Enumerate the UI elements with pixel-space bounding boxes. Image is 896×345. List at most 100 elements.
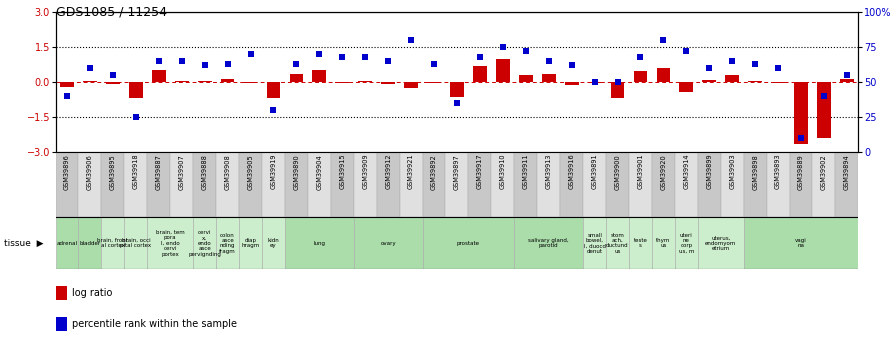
Text: percentile rank within the sample: percentile rank within the sample bbox=[72, 319, 237, 329]
Bar bbox=[147, 217, 194, 269]
Text: GSM39912: GSM39912 bbox=[385, 154, 392, 189]
Bar bbox=[239, 152, 262, 217]
Bar bbox=[698, 152, 720, 217]
Text: GSM39908: GSM39908 bbox=[225, 154, 230, 189]
Bar bbox=[106, 82, 120, 84]
Bar bbox=[125, 152, 147, 217]
Bar bbox=[198, 81, 211, 82]
Text: uterus,
endomyom
etrium: uterus, endomyom etrium bbox=[705, 235, 737, 251]
Text: GSM39890: GSM39890 bbox=[293, 154, 299, 189]
Text: bladder: bladder bbox=[80, 241, 100, 246]
Point bbox=[335, 54, 349, 60]
Bar bbox=[175, 81, 188, 82]
Point bbox=[244, 51, 258, 57]
Point bbox=[426, 61, 441, 67]
Text: brain, tem
pora
l, endo
cervi
portex: brain, tem pora l, endo cervi portex bbox=[156, 230, 185, 257]
Text: GSM39889: GSM39889 bbox=[798, 154, 804, 189]
Bar bbox=[194, 217, 216, 269]
Text: kidn
ey: kidn ey bbox=[268, 238, 280, 248]
Bar bbox=[285, 217, 354, 269]
Bar bbox=[473, 66, 487, 82]
Text: brain, front
al cortex: brain, front al cortex bbox=[98, 238, 128, 248]
Point bbox=[725, 58, 739, 64]
Text: GSM39902: GSM39902 bbox=[821, 154, 827, 189]
Bar bbox=[445, 152, 469, 217]
Bar bbox=[404, 82, 418, 88]
Bar bbox=[220, 79, 235, 82]
Bar bbox=[170, 152, 194, 217]
Text: GSM39919: GSM39919 bbox=[271, 154, 277, 189]
Text: GSM39903: GSM39903 bbox=[729, 154, 736, 189]
Text: GSM39899: GSM39899 bbox=[706, 154, 712, 189]
Point bbox=[450, 100, 464, 106]
Point bbox=[60, 93, 74, 99]
Bar bbox=[726, 75, 739, 82]
Point bbox=[633, 54, 648, 60]
Text: tissue  ▶: tissue ▶ bbox=[4, 239, 44, 248]
Bar bbox=[285, 152, 308, 217]
Point bbox=[495, 44, 510, 50]
Text: GSM39897: GSM39897 bbox=[454, 154, 460, 189]
Bar bbox=[606, 152, 629, 217]
Text: GSM39918: GSM39918 bbox=[133, 154, 139, 189]
Bar bbox=[244, 82, 257, 83]
Point bbox=[358, 54, 373, 60]
Bar bbox=[491, 152, 514, 217]
Text: thym
us: thym us bbox=[656, 238, 670, 248]
Text: GSM39895: GSM39895 bbox=[110, 154, 116, 189]
Bar bbox=[423, 152, 445, 217]
Point bbox=[381, 58, 395, 64]
Point bbox=[106, 72, 120, 78]
Text: adrenal: adrenal bbox=[56, 241, 78, 246]
Bar bbox=[767, 152, 789, 217]
Text: lung: lung bbox=[314, 241, 325, 246]
Bar bbox=[313, 70, 326, 82]
Point bbox=[541, 58, 556, 64]
Text: GDS1085 / 11254: GDS1085 / 11254 bbox=[56, 5, 167, 18]
Bar bbox=[514, 152, 538, 217]
Text: GSM39913: GSM39913 bbox=[546, 154, 552, 189]
Bar bbox=[817, 82, 831, 138]
Text: GSM39888: GSM39888 bbox=[202, 154, 208, 190]
Text: diap
hragm: diap hragm bbox=[241, 238, 260, 248]
Bar bbox=[588, 82, 601, 83]
Bar bbox=[129, 82, 142, 98]
Bar bbox=[239, 217, 262, 269]
Text: brain, occi
pital cortex: brain, occi pital cortex bbox=[120, 238, 151, 248]
Bar bbox=[538, 152, 560, 217]
Point bbox=[679, 48, 694, 54]
Text: GSM39905: GSM39905 bbox=[247, 154, 254, 189]
Text: GSM39915: GSM39915 bbox=[340, 154, 345, 189]
Text: GSM39907: GSM39907 bbox=[178, 154, 185, 189]
Bar bbox=[496, 59, 510, 82]
Bar bbox=[194, 152, 216, 217]
Bar bbox=[606, 217, 629, 269]
Bar bbox=[771, 82, 785, 83]
Text: cervi
x,
endo
asce
pervignding: cervi x, endo asce pervignding bbox=[188, 230, 221, 257]
Text: small
bowel,
I, duocd
denut: small bowel, I, duocd denut bbox=[583, 233, 606, 254]
Bar bbox=[267, 82, 280, 98]
Point bbox=[748, 61, 762, 67]
Text: GSM39910: GSM39910 bbox=[500, 154, 506, 189]
Bar bbox=[427, 82, 441, 83]
Text: GSM39911: GSM39911 bbox=[522, 154, 529, 189]
Text: GSM39887: GSM39887 bbox=[156, 154, 162, 190]
Bar bbox=[382, 82, 395, 84]
Text: GSM39909: GSM39909 bbox=[362, 154, 368, 189]
Bar bbox=[840, 79, 854, 82]
Bar bbox=[125, 217, 147, 269]
Bar bbox=[813, 152, 835, 217]
Point bbox=[564, 62, 579, 68]
Point bbox=[771, 65, 785, 71]
Point bbox=[519, 48, 533, 54]
Point bbox=[82, 65, 97, 71]
Bar bbox=[376, 152, 400, 217]
Text: log ratio: log ratio bbox=[72, 288, 112, 298]
Point bbox=[588, 79, 602, 85]
Text: ovary: ovary bbox=[380, 241, 396, 246]
Bar bbox=[79, 217, 101, 269]
Bar bbox=[629, 217, 652, 269]
Bar bbox=[702, 80, 716, 82]
Bar bbox=[79, 152, 101, 217]
Point bbox=[610, 79, 625, 85]
